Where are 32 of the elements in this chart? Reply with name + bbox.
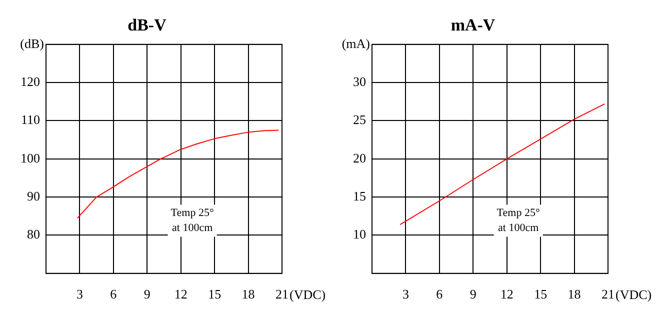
y-tick-label: 15 — [353, 188, 366, 204]
x-tick-label: 6 — [110, 286, 118, 302]
annotation: Temp 25° at 100cm — [170, 207, 214, 234]
x-axis-title: (VDC) — [290, 286, 326, 302]
y-tick-label: 100 — [20, 150, 40, 166]
x-tick-label: 3 — [76, 286, 83, 302]
x-tick-label: 12 — [174, 286, 188, 302]
x-tick-label: 9 — [470, 286, 476, 302]
x-axis-title: (VDC) — [616, 286, 652, 302]
y-tick-label: 90 — [27, 188, 40, 204]
chart-title: mA-V — [450, 16, 496, 35]
y-tick-label: 25 — [353, 112, 366, 128]
x-tick-label: 12 — [500, 286, 514, 302]
x-tick-label: 18 — [568, 286, 581, 302]
x-tick-label: 21 — [602, 286, 614, 302]
x-tick-label: 15 — [208, 286, 222, 302]
y-axis-title: (dB) — [20, 36, 44, 51]
annotation: Temp 25° at 100cm — [496, 207, 540, 234]
y-tick-label: 110 — [20, 112, 40, 128]
chart-title: dB-V — [128, 16, 168, 35]
y-tick-label: 30 — [353, 74, 366, 89]
x-tick-label: 15 — [534, 286, 548, 302]
x-tick-label: 9 — [144, 286, 150, 302]
y-tick-label: 20 — [353, 150, 366, 166]
x-tick-label: 3 — [402, 286, 409, 302]
y-tick-label: 80 — [27, 226, 40, 242]
y-axis-title: (mA) — [342, 36, 370, 51]
y-tick-label: 120 — [20, 74, 40, 89]
y-tick-label: 10 — [353, 226, 366, 242]
x-tick-label: 6 — [436, 286, 444, 302]
x-tick-label: 18 — [242, 286, 255, 302]
x-tick-label: 21 — [276, 286, 288, 302]
